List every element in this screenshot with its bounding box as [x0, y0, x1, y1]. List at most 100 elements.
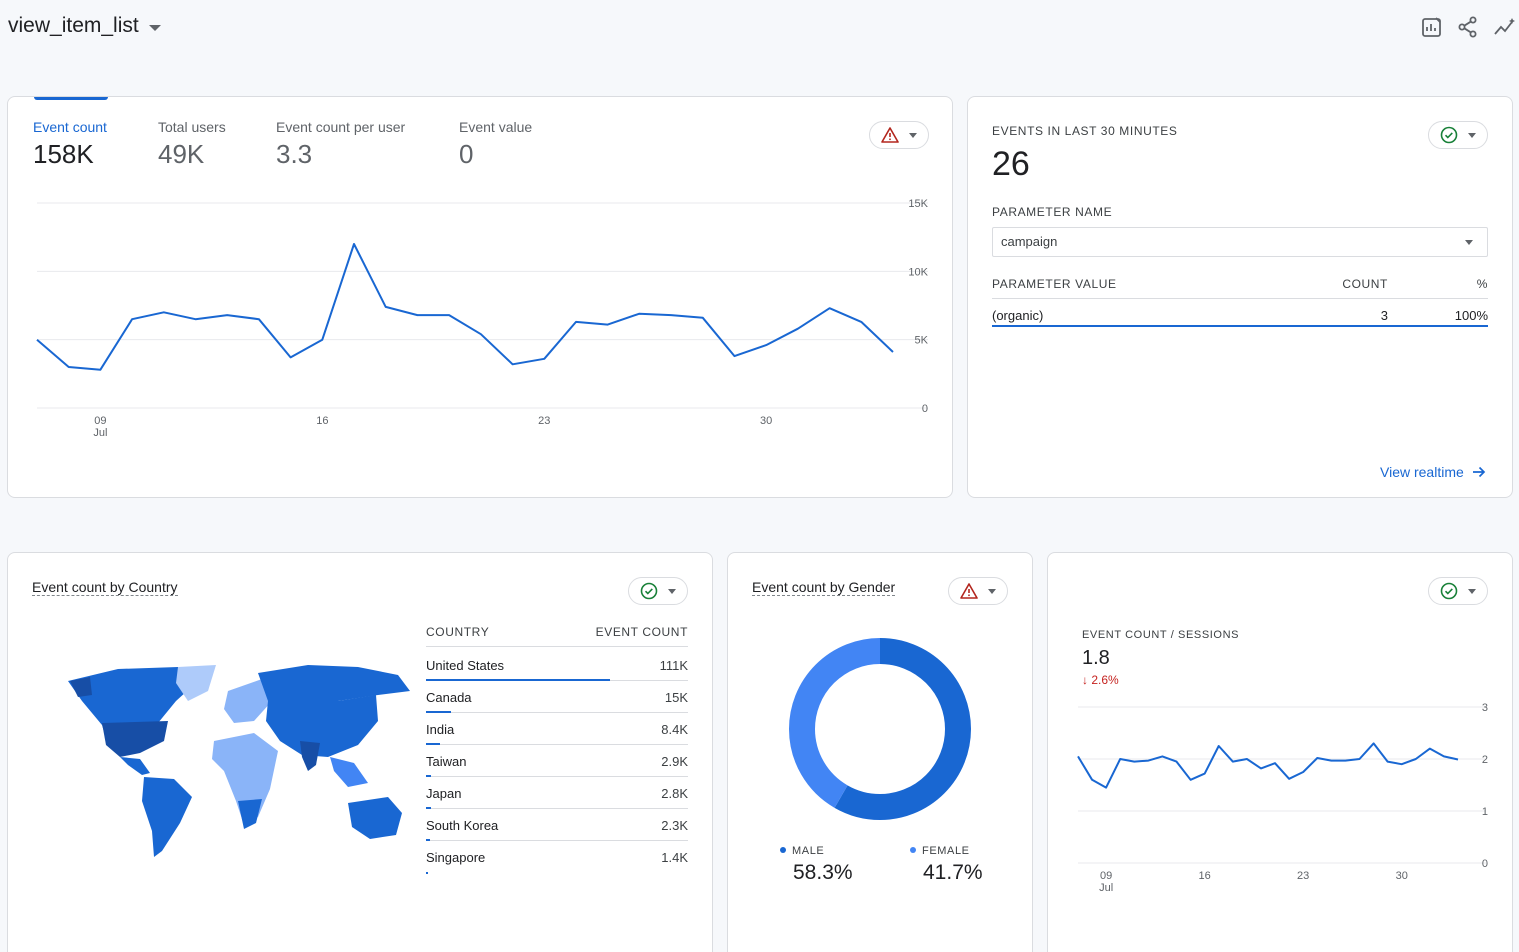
country-name: India: [426, 722, 455, 737]
status-dropdown[interactable]: [628, 577, 688, 605]
country-name: Canada: [426, 690, 472, 705]
report-title-row[interactable]: view_item_list: [8, 14, 161, 38]
metric-value: 3.3: [276, 139, 313, 169]
legend-female: FEMALE: [910, 845, 970, 857]
view-realtime-label: View realtime: [1380, 464, 1464, 480]
column-header: EVENT COUNT: [595, 625, 688, 639]
sessions-metric-value: 1.8: [1082, 647, 1110, 669]
map-india: [300, 741, 320, 771]
map-south-america: [142, 777, 192, 857]
map-africa: [212, 733, 278, 825]
country-share-bar: [426, 679, 610, 681]
legend-label: MALE: [792, 845, 825, 857]
table-row[interactable]: India 8.4K: [426, 713, 688, 745]
map-russia: [258, 665, 410, 703]
table-row[interactable]: Taiwan 2.9K: [426, 745, 688, 777]
legend-male: MALE: [780, 845, 824, 857]
metric-event-count-per-user[interactable]: Event count per user 3.3: [276, 119, 405, 170]
parameter-name-select[interactable]: campaign: [992, 227, 1488, 257]
x-tick-label: 09: [94, 415, 106, 427]
realtime-table-header: PARAMETER VALUE COUNT %: [992, 277, 1488, 299]
header-actions: [1421, 16, 1517, 38]
table-row[interactable]: Canada 15K: [426, 681, 688, 713]
x-tick-label: 23: [538, 415, 550, 427]
map-australia: [348, 797, 402, 839]
chevron-down-icon: [909, 132, 917, 138]
status-dropdown[interactable]: [948, 577, 1008, 605]
chevron-down-icon: [988, 588, 996, 594]
country-count: 2.8K: [661, 786, 688, 801]
metric-label: Event count per user: [276, 119, 406, 135]
parameter-name-value: campaign: [1001, 234, 1058, 249]
y-tick-label: 15K: [908, 198, 928, 210]
parameter-name-label: PARAMETER NAME: [992, 205, 1113, 219]
x-tick-label: 23: [1297, 870, 1309, 882]
customize-report-icon[interactable]: [1421, 16, 1443, 38]
x-tick-label: 09: [1100, 870, 1112, 882]
country-card: Event count by Country COUNTRY EVENT COU…: [7, 552, 713, 952]
insights-icon[interactable]: [1493, 16, 1517, 38]
arrow-down-icon: ↓: [1082, 673, 1088, 687]
country-count: 8.4K: [661, 722, 688, 737]
gender-donut-chart[interactable]: [780, 629, 980, 829]
chevron-down-icon: [1468, 588, 1476, 594]
country-share-bar: [426, 872, 429, 874]
status-dropdown[interactable]: [1428, 121, 1488, 149]
check-circle-icon: [1440, 582, 1458, 600]
x-tick-label: 16: [1199, 870, 1211, 882]
parameter-count: 3: [1380, 308, 1388, 323]
series-line: [36, 243, 894, 371]
metric-event-count[interactable]: Event count 158K: [33, 119, 107, 170]
table-row[interactable]: United States 111K: [426, 649, 688, 681]
realtime-card: EVENTS IN LAST 30 MINUTES 26 PARAMETER N…: [967, 96, 1513, 498]
country-name: Singapore: [426, 850, 486, 865]
column-header: %: [1476, 277, 1488, 291]
table-row[interactable]: South Korea 2.3K: [426, 809, 688, 841]
view-realtime-link[interactable]: View realtime: [1380, 464, 1486, 480]
metric-value: 49K: [158, 139, 205, 169]
donut-slice-female: [789, 638, 971, 820]
warning-icon: [960, 583, 978, 599]
realtime-heading: EVENTS IN LAST 30 MINUTES: [992, 124, 1178, 138]
check-circle-icon: [640, 582, 658, 600]
metric-event-value[interactable]: Event value 0: [459, 119, 532, 170]
sessions-change: ↓ 2.6%: [1082, 673, 1119, 687]
share-icon[interactable]: [1457, 16, 1479, 38]
status-dropdown[interactable]: [1428, 577, 1488, 605]
chevron-down-icon[interactable]: [148, 25, 161, 31]
chevron-down-icon: [668, 588, 676, 594]
country-name: Taiwan: [426, 754, 467, 769]
map-north-america: [68, 667, 198, 753]
x-tick-label: 30: [1396, 870, 1408, 882]
metric-label: Event count: [33, 119, 107, 135]
card-title: Event count by Gender: [752, 579, 896, 596]
parameter-value: (organic): [992, 308, 1044, 323]
map-alaska: [70, 677, 92, 697]
card-title: Event count by Country: [32, 579, 178, 596]
status-dropdown[interactable]: [869, 121, 929, 149]
metric-total-users[interactable]: Total users 49K: [158, 119, 226, 170]
country-name: South Korea: [426, 818, 499, 833]
sessions-card: EVENT COUNT / SESSIONS 1.8 ↓ 2.6% 0 1 2 3 09…: [1047, 552, 1513, 952]
male-value: 58.3%: [793, 861, 853, 884]
chevron-down-icon: [1465, 240, 1473, 245]
gender-card: Event count by Gender MALE 58.3% FEMALE …: [727, 552, 1033, 952]
active-tab-indicator: [34, 97, 108, 100]
table-row[interactable]: Japan 2.8K: [426, 777, 688, 809]
country-name: Japan: [426, 786, 462, 801]
table-row[interactable]: (organic) 3 100%: [992, 303, 1488, 327]
column-header: COUNT: [1342, 277, 1388, 291]
page-title: view_item_list: [8, 14, 139, 37]
card-title-text: Event count by Gender: [752, 579, 896, 596]
column-header: COUNTRY: [426, 625, 490, 639]
map-europe: [224, 679, 272, 723]
country-share-bar: [426, 743, 440, 745]
world-map[interactable]: [58, 661, 438, 861]
table-row[interactable]: Singapore 1.4K: [426, 841, 688, 874]
y-tick-label: 0: [1482, 858, 1488, 870]
series-line: [1077, 742, 1459, 789]
country-share-bar: [426, 711, 451, 713]
y-tick-label: 1: [1482, 806, 1488, 818]
country-name: United States: [426, 658, 505, 673]
